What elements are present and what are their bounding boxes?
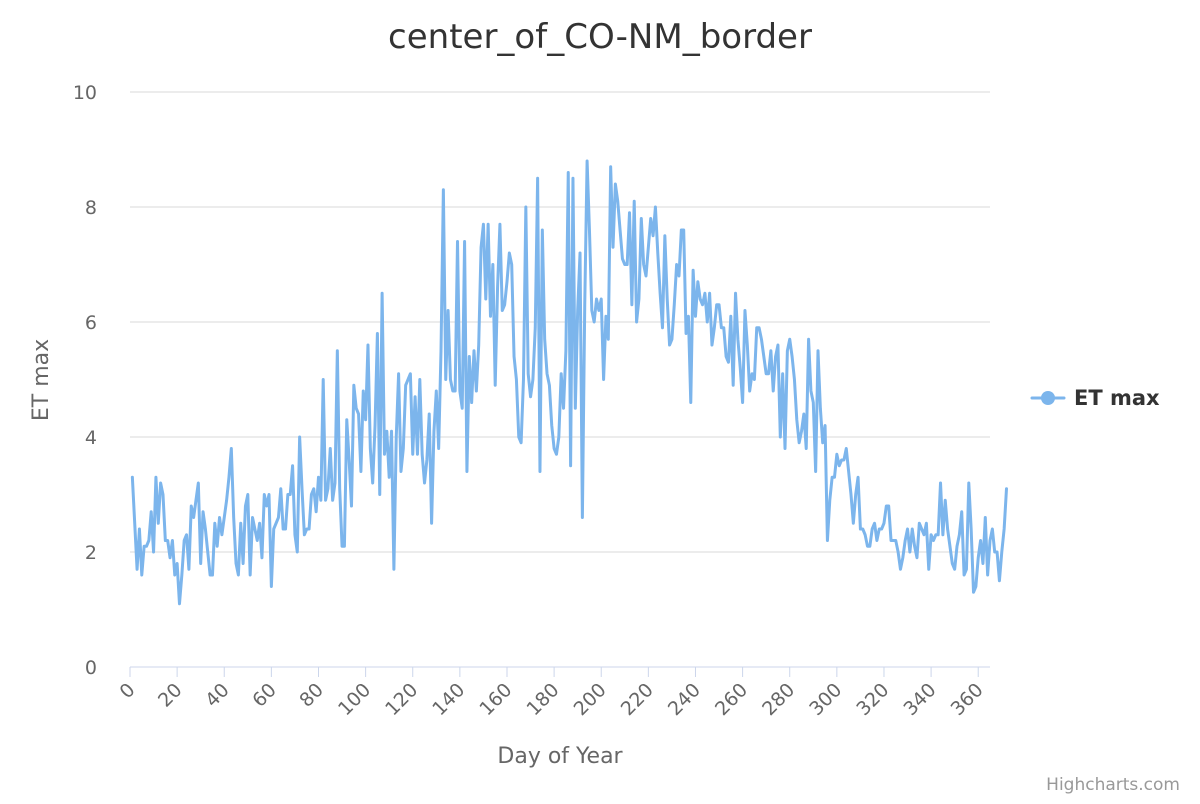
- x-tick-label-0: 0: [115, 679, 139, 703]
- x-tick-label-240: 240: [664, 679, 705, 720]
- x-axis-title: Day of Year: [497, 744, 623, 769]
- chart-title: center_of_CO-NM_border: [388, 17, 812, 57]
- grid-lines: [130, 91, 990, 553]
- x-tick-label-80: 80: [295, 679, 328, 712]
- series-layer: [130, 159, 1008, 606]
- y-tick-label-2: 2: [85, 542, 97, 564]
- y-tick-label-8: 8: [85, 197, 97, 219]
- y-axis-title: ET max: [29, 339, 54, 421]
- x-tick-label-320: 320: [852, 679, 893, 720]
- series-line-0[interactable]: [130, 159, 1008, 606]
- x-tick-label-100: 100: [334, 679, 375, 720]
- x-tick-label-60: 60: [248, 679, 281, 712]
- x-tick-label-140: 140: [428, 679, 469, 720]
- x-tick-label-40: 40: [201, 679, 234, 712]
- x-tick-label-360: 360: [947, 679, 988, 720]
- x-tick-label-160: 160: [475, 679, 516, 720]
- credits-link[interactable]: Highcharts.com: [1046, 775, 1180, 795]
- x-tick-label-200: 200: [570, 679, 611, 720]
- legend-item-et-max[interactable]: ET max: [1030, 386, 1160, 410]
- x-tick-label-20: 20: [154, 679, 187, 712]
- legend-marker-icon: [1041, 391, 1055, 405]
- y-axis-ticks: 0 2 4 6 8 10: [73, 82, 97, 679]
- x-axis-ticks: 0 20 40 60 80 100 120 140 160 180 200 220 240 260 280 3…: [115, 667, 988, 720]
- x-tick-label-300: 300: [805, 679, 846, 720]
- x-tick-label-180: 180: [522, 679, 563, 720]
- y-tick-label-4: 4: [85, 427, 97, 449]
- x-tick-label-120: 120: [381, 679, 422, 720]
- x-tick-label-260: 260: [711, 679, 752, 720]
- x-tick-label-220: 220: [617, 679, 658, 720]
- y-tick-label-6: 6: [85, 312, 97, 334]
- y-tick-label-10: 10: [73, 82, 97, 104]
- y-tick-label-0: 0: [85, 657, 97, 679]
- legend-label: ET max: [1074, 386, 1160, 410]
- x-tick-label-280: 280: [758, 679, 799, 720]
- x-tick-label-340: 340: [899, 679, 940, 720]
